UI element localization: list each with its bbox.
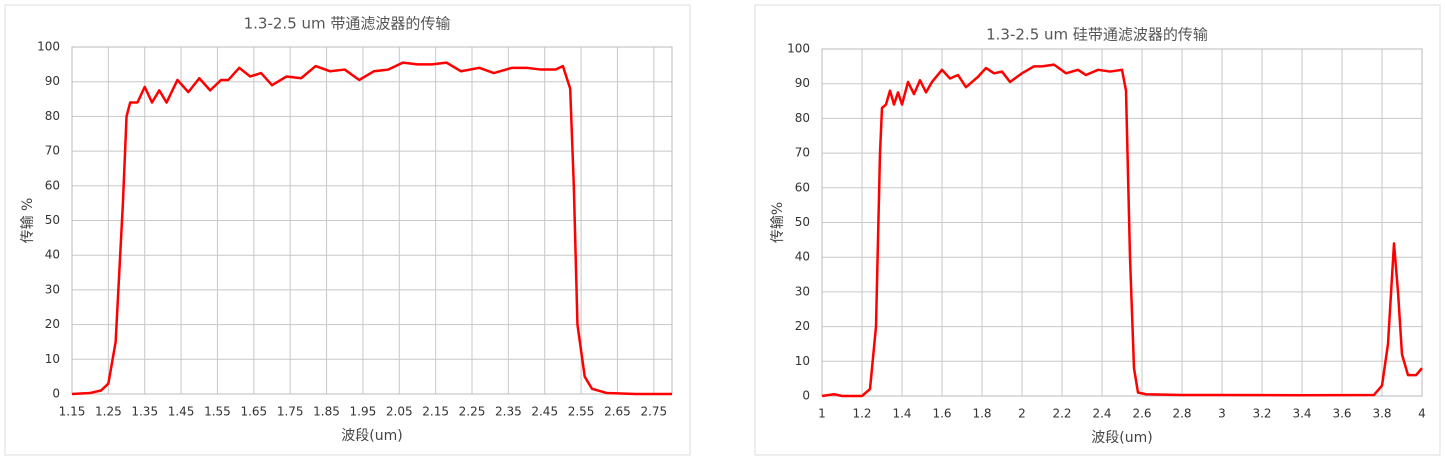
y-axis-label: 传输% — [770, 202, 786, 243]
y-tick-label: 80 — [45, 109, 60, 123]
y-tick-label: 40 — [45, 248, 60, 262]
x-tick-label: 2.2 — [1052, 407, 1071, 421]
plot-frame — [71, 46, 673, 395]
x-tick-label: 1.25 — [95, 405, 122, 419]
x-tick-label: 3.2 — [1252, 407, 1271, 421]
x-tick-label: 1.65 — [240, 405, 267, 419]
y-tick-label: 90 — [45, 74, 60, 88]
chart-title: 1.3-2.5 um 硅带通滤波器的传输 — [986, 26, 1208, 44]
x-tick-label: 4 — [1418, 407, 1426, 421]
x-tick-label: 3.4 — [1292, 407, 1311, 421]
x-tick-label: 2.15 — [422, 405, 449, 419]
x-tick-label: 3 — [1218, 407, 1226, 421]
y-tick-label: 100 — [37, 40, 60, 54]
x-tick-label: 2.45 — [531, 405, 558, 419]
x-tick-label: 1.45 — [168, 405, 195, 419]
y-axis-label: 传输 % — [20, 198, 36, 244]
x-tick-label: 2.25 — [459, 405, 486, 419]
x-tick-label: 2.35 — [495, 405, 522, 419]
y-tick-label: 50 — [795, 215, 810, 229]
y-tick-label: 100 — [787, 42, 810, 56]
x-tick-label: 2.8 — [1172, 407, 1191, 421]
x-tick-label: 1.8 — [972, 407, 991, 421]
x-tick-label: 1.2 — [852, 407, 871, 421]
x-tick-label: 1.55 — [204, 405, 231, 419]
x-tick-label: 1.75 — [277, 405, 304, 419]
line — [71, 61, 672, 396]
y-tick-label: 40 — [795, 250, 810, 264]
y-tick-label: 30 — [795, 284, 810, 298]
line — [821, 63, 1423, 398]
y-tick-label: 30 — [45, 282, 60, 296]
x-axis-label: 波段(um) — [1091, 430, 1152, 446]
x-tick-label: 1.85 — [313, 405, 340, 419]
y-tick-label: 20 — [795, 319, 810, 333]
x-tick-label: 2.65 — [604, 405, 631, 419]
y-tick-label: 50 — [45, 213, 60, 227]
x-tick-label: 1.4 — [892, 407, 911, 421]
x-tick-label: 2.6 — [1132, 407, 1151, 421]
x-tick-label: 1.15 — [59, 405, 86, 419]
y-tick-label: 10 — [795, 354, 810, 368]
x-tick-label: 2 — [1018, 407, 1026, 421]
x-tick-label: 3.8 — [1372, 407, 1391, 421]
x-tick-label: 3.6 — [1332, 407, 1351, 421]
x-tick-label: 1.35 — [131, 405, 158, 419]
plot-frame — [821, 48, 1423, 397]
y-tick-label: 80 — [795, 111, 810, 125]
x-tick-label: 2.55 — [568, 405, 595, 419]
x-tick-label: 2.75 — [640, 405, 667, 419]
chart-title: 1.3-2.5 um 带通滤波器的传输 — [244, 15, 451, 33]
y-tick-label: 20 — [45, 317, 60, 331]
x-tick-label: 2.4 — [1092, 407, 1111, 421]
y-tick-label: 70 — [795, 146, 810, 160]
y-tick-label: 0 — [802, 389, 810, 403]
y-tick-label: 70 — [45, 144, 60, 158]
y-tick-label: 10 — [45, 352, 60, 366]
x-tick-label: 2.05 — [386, 405, 413, 419]
y-tick-label: 0 — [52, 387, 60, 401]
panel — [754, 4, 1441, 456]
x-tick-label: 1.6 — [932, 407, 951, 421]
x-tick-label: 1 — [818, 407, 826, 421]
y-tick-label: 60 — [45, 178, 60, 192]
y-tick-label: 60 — [795, 180, 810, 194]
x-tick-label: 1.95 — [350, 405, 377, 419]
x-axis-label: 波段(um) — [341, 428, 402, 444]
y-tick-label: 90 — [795, 76, 810, 90]
